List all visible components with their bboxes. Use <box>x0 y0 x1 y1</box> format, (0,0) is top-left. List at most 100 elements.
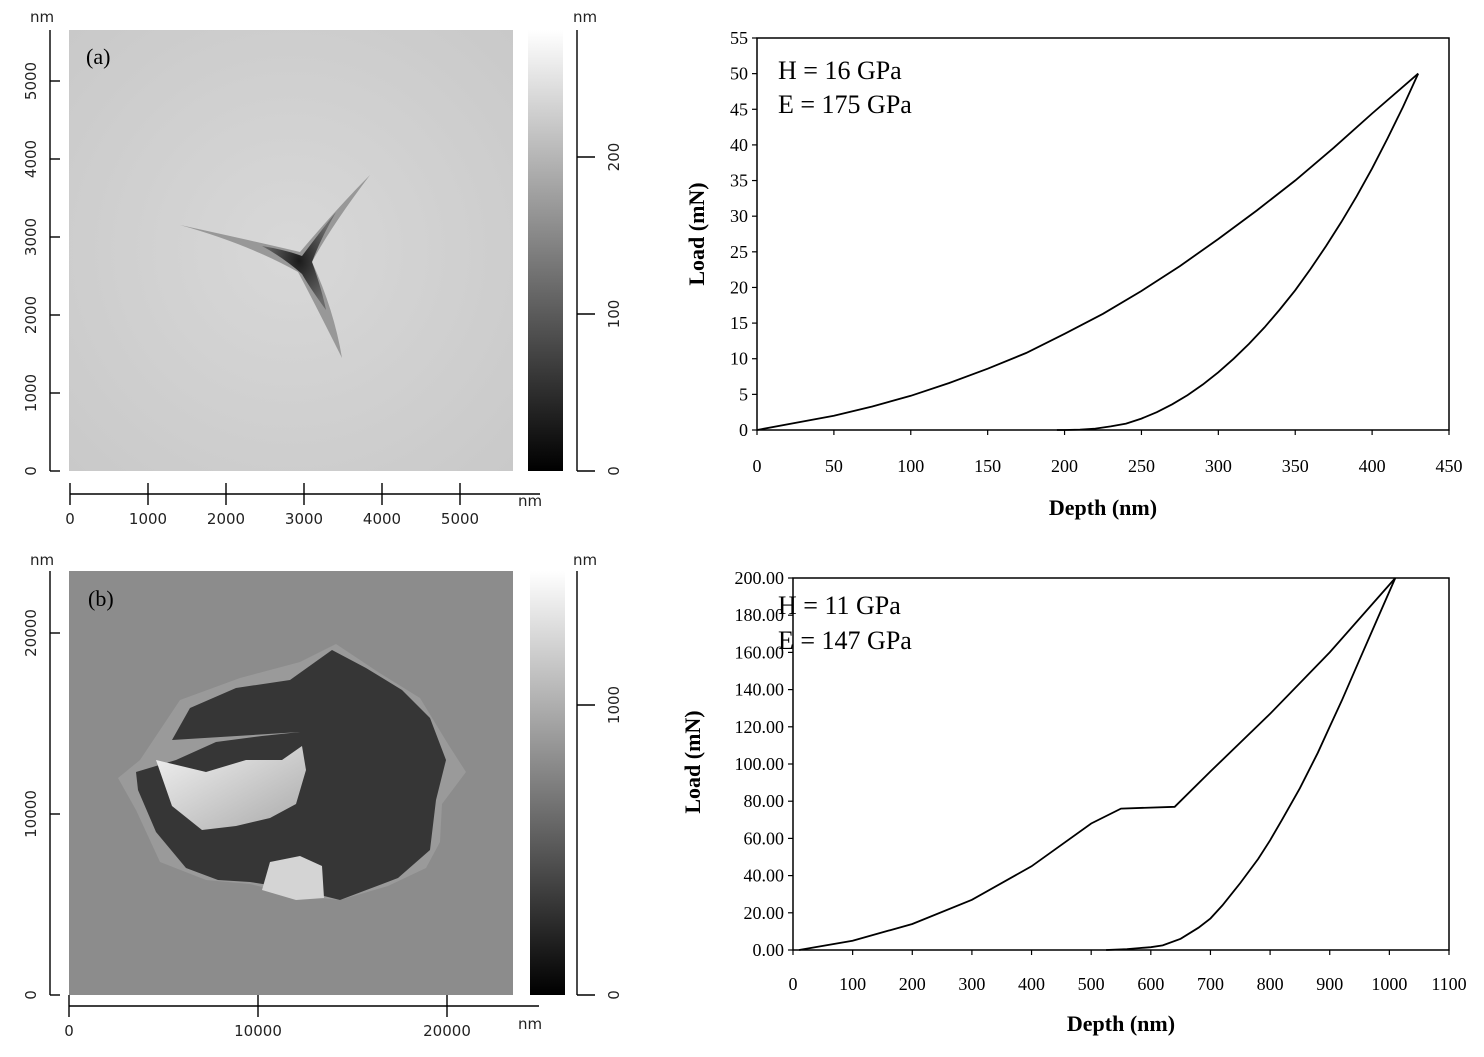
bright-facet-b <box>156 746 306 830</box>
y-axis-label-1: Load (mN) <box>684 182 709 285</box>
afm-y-tick-label: 3000 <box>22 218 40 256</box>
afm-y-tick-label: 1000 <box>22 374 40 412</box>
afm-x-tick-label: 2000 <box>207 510 245 528</box>
y-axis-2: 0.00 20.00 40.00 60.00 80.00 100.00 120.00 140.… <box>735 568 793 960</box>
annotation-hardness-1: H = 16 GPa <box>778 56 902 85</box>
x-tick-label: 0 <box>789 974 798 994</box>
afm-x-tick-label: 5000 <box>441 510 479 528</box>
afm-x-tick-label: 10000 <box>234 1022 282 1040</box>
y-tick-label: 40.00 <box>744 866 785 886</box>
y-tick-label: 45 <box>730 99 748 119</box>
afm-y-tick-label: 20000 <box>22 609 40 657</box>
afm-x-tick-label: 0 <box>65 510 75 528</box>
scale-tick-label: 0 <box>605 466 623 476</box>
afm-x-tick-label: 20000 <box>423 1022 471 1040</box>
afm-y-tick-label: 4000 <box>22 140 40 178</box>
annotation-modulus-1: E = 175 GPa <box>778 90 912 119</box>
y-axis-1: 0 5 10 15 20 25 30 35 40 45 50 55 <box>730 28 757 440</box>
height-scalebar-a <box>528 30 563 471</box>
loading-curve <box>798 577 1396 951</box>
y-tick-label: 0.00 <box>753 940 785 960</box>
series-group-2 <box>798 577 1397 951</box>
x-tick-label: 200 <box>899 974 926 994</box>
afm-y-tick-label: 0 <box>22 466 40 476</box>
x-tick-label: 1000 <box>1371 974 1407 994</box>
y-tick-label: 100.00 <box>735 754 785 774</box>
x-tick-label: 400 <box>1359 456 1386 476</box>
unit-x-a: nm <box>518 492 542 510</box>
unloading-curve <box>1106 577 1397 951</box>
afm-y-tick-label: 5000 <box>22 62 40 100</box>
unit-y-a: nm <box>30 8 54 26</box>
unit-scale-b: nm <box>573 551 597 569</box>
unit-scale-a: nm <box>573 8 597 26</box>
scale-axis-b: 0 1000 <box>576 571 623 1000</box>
scale-tick-label: 0 <box>605 990 623 1000</box>
x-tick-label: 1100 <box>1431 974 1466 994</box>
lower-facet-b <box>262 856 324 900</box>
afm-y-tick-label: 10000 <box>22 790 40 838</box>
x-tick-label: 450 <box>1436 456 1463 476</box>
panel-label-a: (a) <box>86 44 110 69</box>
load-depth-chart-1: 0 50 100 150 200 250 300 350 400 450 0 5 10 15 20 25 30… <box>684 28 1463 520</box>
x-tick-label: 400 <box>1018 974 1045 994</box>
y-tick-label: 180.00 <box>735 605 785 625</box>
afm-y-tick-label: 2000 <box>22 296 40 334</box>
x-axis-2: 0 100 200 300 400 500 600 700 800 900 1000 1100 <box>789 950 1467 994</box>
afm-x-tick-label: 1000 <box>129 510 167 528</box>
afm-x-tick-label: 3000 <box>285 510 323 528</box>
y-tick-label: 0 <box>739 420 748 440</box>
y-tick-label: 160.00 <box>735 642 785 662</box>
x-axis-1: 0 50 100 150 200 250 300 350 400 450 <box>753 430 1463 476</box>
y-tick-label: 20 <box>730 277 748 297</box>
x-tick-label: 700 <box>1197 974 1224 994</box>
y-tick-label: 120.00 <box>735 717 785 737</box>
x-tick-label: 100 <box>897 456 924 476</box>
indent-core-a <box>262 212 336 310</box>
afm-x-axis-a: 0 1000 2000 3000 4000 5000 <box>65 483 540 528</box>
x-tick-label: 900 <box>1316 974 1343 994</box>
y-tick-label: 200.00 <box>735 568 785 588</box>
x-tick-label: 0 <box>753 456 762 476</box>
afm-panel-a: (a) nm nm 0 1000 2000 3000 4000 5000 01000200… <box>22 8 623 528</box>
load-depth-chart-2: 0 100 200 300 400 500 600 700 800 900 1000 1100 0.0… <box>680 568 1467 1036</box>
y-tick-label: 30 <box>730 206 748 226</box>
x-tick-label: 50 <box>825 456 843 476</box>
annotation-hardness-2: H = 11 GPa <box>778 591 901 620</box>
x-tick-label: 300 <box>958 974 985 994</box>
loading-curve <box>756 72 1419 431</box>
y-tick-label: 80.00 <box>744 791 785 811</box>
y-tick-label: 50 <box>730 64 748 84</box>
indent-shadow-a <box>180 175 370 358</box>
unit-x-b: nm <box>518 1015 542 1033</box>
x-tick-label: 600 <box>1137 974 1164 994</box>
x-tick-label: 100 <box>839 974 866 994</box>
x-tick-label: 350 <box>1282 456 1309 476</box>
series-group-1 <box>756 72 1420 431</box>
y-tick-label: 10 <box>730 349 748 369</box>
height-scalebar-b <box>530 571 565 995</box>
afm-y-axis-a: 0 1000 2000 3000 4000 5000 <box>22 30 60 476</box>
unloading-curve <box>1056 73 1420 431</box>
y-tick-label: 55 <box>730 28 748 48</box>
x-tick-label: 200 <box>1051 456 1078 476</box>
afm-x-tick-label: 4000 <box>363 510 401 528</box>
afm-y-tick-label: 0 <box>22 990 40 1000</box>
scale-tick-label: 100 <box>605 300 623 329</box>
unit-y-b: nm <box>30 551 54 569</box>
x-tick-label: 250 <box>1128 456 1155 476</box>
afm-x-tick-label: 0 <box>64 1022 74 1040</box>
annotation-modulus-2: E = 147 GPa <box>778 626 912 655</box>
y-tick-label: 15 <box>730 313 748 333</box>
panel-label-b: (b) <box>88 586 114 611</box>
y-tick-label: 140.00 <box>735 680 785 700</box>
x-axis-label-2: Depth (nm) <box>1067 1011 1175 1036</box>
afm-y-axis-b: 0 10000 20000 <box>22 571 60 1000</box>
afm-x-axis-b: 0 10000 20000 <box>64 995 539 1040</box>
x-tick-label: 300 <box>1205 456 1232 476</box>
x-axis-label-1: Depth (nm) <box>1049 495 1157 520</box>
y-tick-label: 20.00 <box>744 903 785 923</box>
y-tick-label: 5 <box>739 384 748 404</box>
y-tick-label: 35 <box>730 171 748 191</box>
